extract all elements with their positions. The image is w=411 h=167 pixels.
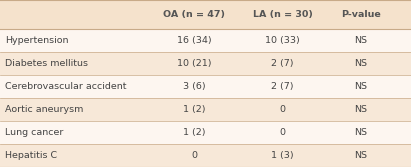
Text: OA (n = 47): OA (n = 47) [163,10,225,19]
Text: Lung cancer: Lung cancer [5,128,63,137]
Text: 1 (2): 1 (2) [183,105,206,114]
Text: Aortic aneurysm: Aortic aneurysm [5,105,83,114]
Text: 10 (21): 10 (21) [177,59,211,68]
Bar [0,121,411,144]
Text: NS: NS [354,36,367,45]
Text: P-value: P-value [341,10,381,19]
Text: Hepatitis C: Hepatitis C [5,151,57,160]
Text: Cerebrovascular accident: Cerebrovascular accident [5,82,127,91]
Text: NS: NS [354,105,367,114]
Text: 0: 0 [279,105,286,114]
Text: NS: NS [354,128,367,137]
Bar [0,0,411,29]
Text: NS: NS [354,59,367,68]
Bar [0,52,411,75]
Text: 3 (6): 3 (6) [183,82,206,91]
Text: 10 (33): 10 (33) [265,36,300,45]
Text: Diabetes mellitus: Diabetes mellitus [5,59,88,68]
Text: 2 (7): 2 (7) [271,82,294,91]
Text: Hypertension: Hypertension [5,36,69,45]
Text: LA (n = 30): LA (n = 30) [253,10,312,19]
Text: 0: 0 [279,128,286,137]
Bar [0,98,411,121]
Bar [0,75,411,98]
Text: NS: NS [354,82,367,91]
Text: NS: NS [354,151,367,160]
Text: 0: 0 [191,151,197,160]
Text: 16 (34): 16 (34) [177,36,212,45]
Bar [0,144,411,167]
Text: 1 (2): 1 (2) [183,128,206,137]
Text: 2 (7): 2 (7) [271,59,294,68]
Text: 1 (3): 1 (3) [271,151,294,160]
Bar [0,29,411,52]
